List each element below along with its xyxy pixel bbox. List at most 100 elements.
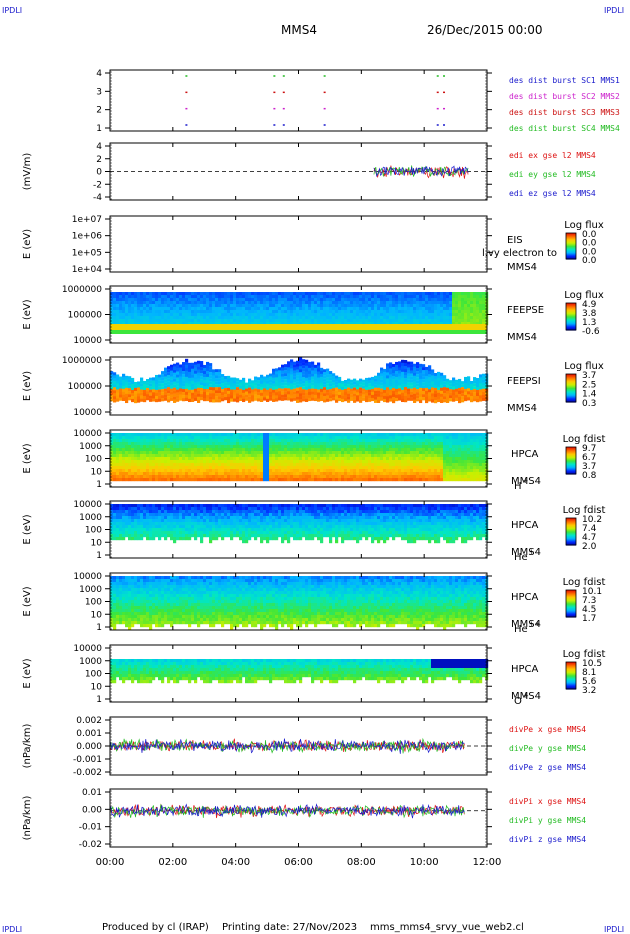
heatmap-cell (134, 381, 138, 386)
heatmap-cell (392, 322, 396, 326)
heatmap-cell (350, 457, 354, 461)
heatmap-cell (233, 389, 237, 393)
heatmap-cell (452, 460, 456, 464)
heatmap-cell (353, 399, 357, 403)
heatmap-cell (350, 385, 354, 389)
heatmap-cell (296, 322, 300, 326)
heatmap-cell (224, 391, 228, 395)
heatmap-cell (209, 436, 213, 440)
heatmap-cell (356, 298, 360, 302)
heatmap-cell (440, 384, 444, 388)
heatmap-cell (167, 381, 171, 385)
heatmap-cell (377, 319, 381, 323)
heatmap-cell (152, 398, 156, 402)
heatmap-cell (218, 313, 222, 317)
heatmap-cell (458, 304, 462, 308)
heatmap-cell (203, 385, 207, 390)
heatmap-cell (305, 386, 309, 390)
heatmap-cell (416, 380, 420, 384)
heatmap-cell (152, 469, 156, 473)
heatmap-cell (353, 295, 357, 299)
heatmap-cell (464, 292, 468, 296)
heatmap-cell (233, 292, 237, 296)
heatmap-cell (269, 292, 273, 296)
heatmap-cell (296, 298, 300, 302)
heatmap-cell (431, 319, 435, 323)
heatmap-cell (461, 313, 465, 317)
heatmap-cell (293, 445, 297, 449)
heatmap-cell (125, 322, 129, 326)
heatmap-cell (410, 307, 414, 311)
heatmap-cell (392, 472, 396, 476)
heatmap-cell (380, 379, 384, 383)
heatmap-cell (305, 398, 309, 402)
heatmap-cell (281, 397, 285, 401)
heatmap-cell (230, 445, 234, 449)
heatmap-cell (209, 301, 213, 305)
heatmap-cell (137, 399, 141, 403)
heatmap-cell (200, 445, 204, 449)
heatmap-cell (254, 379, 258, 383)
heatmap-cell (209, 378, 213, 382)
heatmap-cell (242, 383, 246, 388)
heatmap-cell (365, 442, 369, 446)
heatmap-cell (467, 304, 471, 308)
heatmap-cell (251, 386, 255, 390)
heatmap-cell (266, 292, 270, 296)
heatmap-cell (170, 301, 174, 305)
heatmap-cell (401, 298, 405, 302)
heatmap-cell (113, 466, 117, 470)
heatmap-cell (323, 399, 327, 403)
heatmap-cell (407, 376, 411, 380)
heatmap-cell (362, 397, 366, 401)
heatmap-cell (146, 472, 150, 476)
heatmap-cell (353, 439, 357, 443)
heatmap-cell (197, 292, 201, 296)
heatmap-cell (371, 448, 375, 452)
heatmap-cell (242, 460, 246, 464)
heatmap-cell (200, 451, 204, 455)
heatmap-cell (197, 316, 201, 320)
heatmap-cell (296, 478, 300, 482)
heatmap-cell (155, 442, 159, 446)
heatmap-cell (221, 383, 225, 387)
heatmap-cell (248, 439, 252, 443)
heatmap-cell (392, 384, 396, 389)
heatmap-cell (182, 365, 186, 369)
heatmap-cell (296, 442, 300, 446)
heatmap-cell (173, 387, 177, 391)
heatmap-cell (143, 442, 147, 446)
heatmap-cell (425, 469, 429, 473)
heatmap-cell (269, 478, 273, 482)
heatmap-cell (287, 322, 291, 326)
heatmap-cell (194, 379, 198, 383)
heatmap-cell (380, 469, 384, 473)
heatmap-cell (227, 451, 231, 455)
heatmap-cell (350, 448, 354, 452)
heatmap-cell (260, 377, 264, 381)
heatmap-cell (119, 382, 123, 386)
heatmap-cell (140, 298, 144, 302)
heatmap-cell (407, 370, 411, 374)
heatmap-cell (191, 460, 195, 464)
heatmap-cell (251, 316, 255, 320)
heatmap-cell (299, 363, 303, 367)
heatmap-cell (197, 319, 201, 323)
heatmap-cell (374, 301, 378, 305)
colorbar-segment (566, 250, 576, 252)
heatmap-cell (152, 448, 156, 452)
heatmap-cell (203, 460, 207, 464)
heatmap-cell (329, 472, 333, 476)
heatmap-cell (461, 301, 465, 305)
heatmap-cell (449, 463, 453, 467)
heatmap-cell (284, 457, 288, 461)
heatmap-cell (113, 399, 117, 403)
heatmap-cell (137, 457, 141, 461)
heatmap-cell (464, 310, 468, 314)
heatmap-cell (293, 313, 297, 317)
heatmap-cell (389, 392, 393, 396)
heatmap-cell (119, 451, 123, 455)
heatmap-cell (263, 301, 267, 305)
heatmap-cell (236, 454, 240, 458)
heatmap-cell (221, 316, 225, 320)
